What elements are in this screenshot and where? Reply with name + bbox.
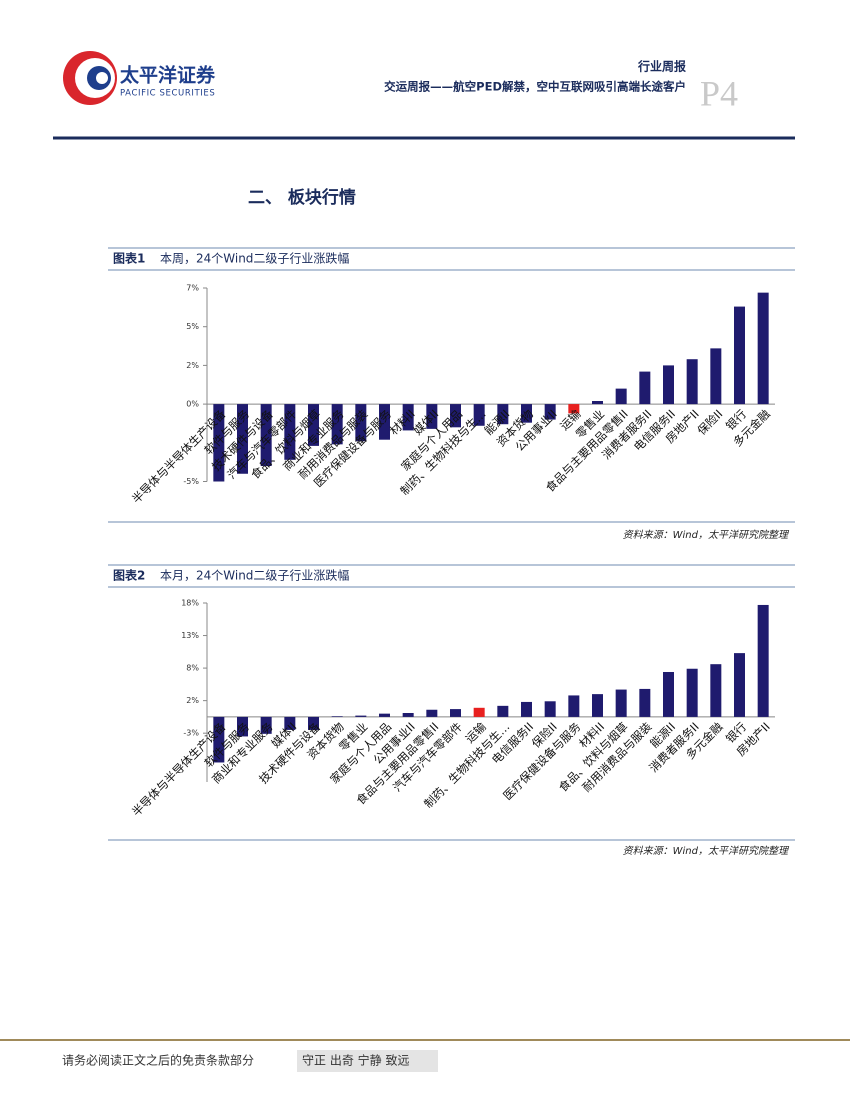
bar: [615, 689, 627, 717]
bar: [450, 404, 461, 428]
bar: [260, 404, 272, 467]
bar: [355, 404, 367, 442]
logo-en: PACIFIC SECURITIES: [120, 89, 215, 99]
bar: [639, 371, 651, 405]
bar: [544, 404, 556, 420]
y-tick-label: 18%: [181, 599, 199, 608]
y-tick-label: 5%: [186, 322, 199, 331]
bar: [734, 653, 745, 717]
bar: [686, 668, 698, 717]
bar: [663, 671, 674, 717]
bar: [615, 388, 627, 405]
bar: [426, 404, 438, 429]
bar: [473, 707, 485, 717]
bar: [213, 716, 225, 763]
bar: [544, 701, 556, 717]
bar: [331, 404, 343, 445]
y-tick-label: -3%: [183, 729, 199, 738]
bar: [568, 404, 580, 414]
bar: [757, 604, 769, 717]
bar: [592, 694, 603, 717]
bar: [757, 292, 769, 405]
bar: [355, 715, 367, 717]
bar: [450, 709, 461, 717]
bar: [663, 365, 674, 405]
bar: [213, 404, 225, 482]
bar: [331, 716, 343, 717]
bar: [710, 664, 722, 717]
caption-title: 本周，24个Wind二级子行业涨跌幅: [160, 251, 349, 266]
y-tick-label: 0%: [186, 400, 199, 409]
y-tick-label: 2%: [186, 361, 199, 370]
caption-label: 图表2: [113, 568, 145, 583]
source: 资料来源：Wind，太平洋研究院整理: [623, 529, 790, 541]
source: 资料来源：Wind，太平洋研究院整理: [623, 845, 790, 857]
bar: [592, 401, 603, 405]
bar: [379, 404, 390, 440]
y-tick-label: 8%: [186, 664, 199, 673]
bar: [497, 404, 509, 425]
bar: [473, 404, 485, 426]
motto: 守正 出奇 宁静 致远: [302, 1053, 409, 1068]
bar: [402, 404, 414, 431]
logo: [63, 51, 117, 105]
bar: [284, 404, 296, 460]
x-tick-label: 保险II: [694, 407, 725, 438]
bar: [521, 701, 532, 717]
bar: [710, 348, 722, 405]
bar: [639, 688, 651, 717]
bar: [379, 713, 390, 717]
bar: [686, 359, 698, 405]
bar: [308, 716, 319, 730]
caption-title: 本月，24个Wind二级子行业涨跌幅: [160, 568, 349, 583]
bar: [426, 709, 438, 717]
bar: [237, 716, 248, 737]
bar: [308, 404, 319, 446]
caption-label: 图表1: [113, 251, 145, 266]
logo-cn: 太平洋证券: [120, 64, 216, 87]
x-tick-label: 半导体与半导体生产设备: [129, 719, 229, 819]
y-tick-label: 2%: [186, 696, 199, 705]
bar: [260, 716, 272, 734]
page-number: P4: [700, 73, 738, 113]
bar: [521, 404, 532, 423]
y-tick-label: 7%: [186, 284, 199, 293]
bar: [497, 705, 509, 717]
bar: [284, 716, 296, 730]
report-type: 行业周报: [637, 59, 686, 74]
report-title: 交运周报——航空PED解禁，空中互联网吸引高端长途客户: [384, 80, 686, 94]
y-tick-label: 13%: [181, 631, 199, 640]
bar: [237, 404, 248, 474]
bar: [734, 306, 745, 405]
bar: [568, 695, 580, 717]
section-title: 二、 板块行情: [248, 187, 356, 208]
disclaimer: 请务必阅读正文之后的免责条款部分: [62, 1053, 254, 1068]
bar: [402, 713, 414, 717]
motto-box: [297, 1050, 438, 1072]
y-tick-label: -5%: [183, 477, 199, 486]
logo-mark: [96, 72, 108, 84]
